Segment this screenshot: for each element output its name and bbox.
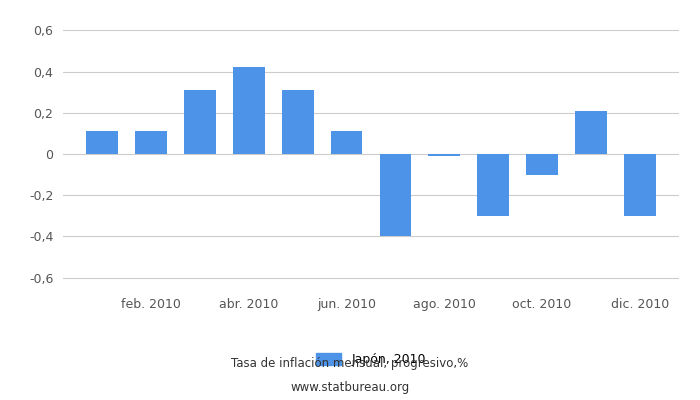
Legend: Japón, 2010: Japón, 2010 [316, 353, 426, 366]
Bar [135, 131, 167, 154]
Bar [86, 131, 118, 154]
Bar [428, 154, 460, 156]
Text: www.statbureau.org: www.statbureau.org [290, 382, 410, 394]
Bar [379, 154, 412, 236]
Bar [330, 131, 363, 154]
Bar [575, 111, 607, 154]
Bar [282, 90, 314, 154]
Bar [477, 154, 509, 216]
Bar [624, 154, 656, 216]
Bar [526, 154, 558, 175]
Bar [184, 90, 216, 154]
Bar [233, 68, 265, 154]
Text: Tasa de inflación mensual, progresivo,%: Tasa de inflación mensual, progresivo,% [232, 358, 468, 370]
